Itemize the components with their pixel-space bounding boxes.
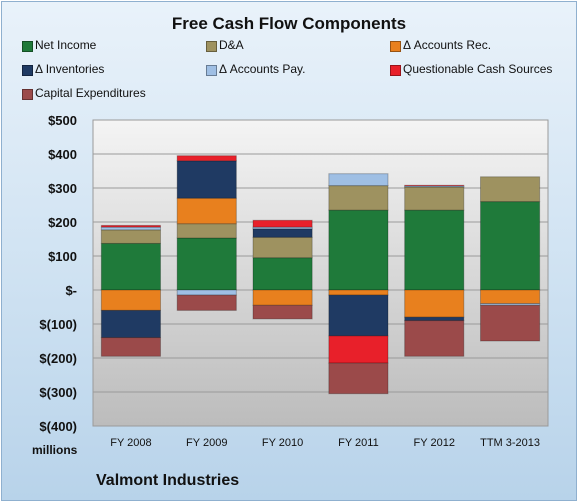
- bar-segment: [100, 289, 161, 311]
- legend-swatch: [22, 41, 33, 52]
- bar-segment: [100, 309, 161, 339]
- bar-segment: [252, 236, 313, 259]
- legend-label: Δ Accounts Pay.: [219, 62, 306, 76]
- legend-label: Questionable Cash Sources: [403, 62, 553, 76]
- y-tick-label: $200: [48, 215, 77, 230]
- bar-segment: [328, 173, 389, 187]
- legend-label: Capital Expenditures: [35, 86, 146, 100]
- legend-swatch: [390, 41, 401, 52]
- x-tick-label: FY 2010: [262, 437, 303, 449]
- y-tick-label: $(200): [39, 351, 77, 366]
- bar-segment: [100, 229, 161, 244]
- legend-label: D&A: [219, 38, 244, 52]
- x-axis-labels: FY 2008 FY 2009 FY 2010 FY 2011 FY 2012 TTM 3…: [110, 437, 540, 449]
- bar-segment: [328, 294, 389, 337]
- y-tick-label: $500: [48, 113, 77, 128]
- x-tick-label: TTM 3-2013: [480, 437, 540, 449]
- bar-segment: [480, 304, 541, 342]
- y-tick-label: $400: [48, 147, 77, 162]
- plot-area: [92, 119, 549, 427]
- bar-segment: [480, 201, 541, 291]
- bar-segment: [252, 219, 313, 228]
- x-tick-label: FY 2008: [110, 437, 151, 449]
- bar-segment: [404, 209, 465, 291]
- bar-segment: [404, 185, 465, 188]
- bar-segment: [100, 337, 161, 357]
- company-name: Valmont Industries: [96, 472, 240, 489]
- legend-swatch: [206, 65, 217, 76]
- bar-segment: [404, 289, 465, 318]
- bar-stacks: [100, 155, 541, 395]
- bar-segment: [404, 320, 465, 357]
- bar-segment: [252, 228, 313, 238]
- legend-swatch: [206, 41, 217, 52]
- bar-segment: [328, 185, 389, 211]
- y-tick-label: $300: [48, 181, 77, 196]
- x-tick-label: FY 2011: [338, 437, 379, 449]
- bar-segment: [480, 289, 541, 305]
- bar-segment: [480, 176, 541, 203]
- bar-segment: [176, 294, 237, 311]
- bar-segment: [328, 335, 389, 364]
- bar-segment: [176, 155, 237, 162]
- y-tick-label: $(300): [39, 385, 77, 400]
- gridlines: [93, 119, 548, 427]
- legend-swatch: [390, 65, 401, 76]
- chart-title: Free Cash Flow Components: [171, 14, 407, 33]
- bar-segment: [328, 209, 389, 291]
- bar-segment: [100, 226, 161, 231]
- legend-label: Net Income: [35, 38, 97, 52]
- bar-segment: [176, 223, 237, 239]
- x-tick-label: FY 2012: [414, 437, 455, 449]
- y-axis-labels: $500 $400 $300 $200 $100 $- $(100) $(200) $(300)…: [39, 113, 77, 434]
- bar-segment: [404, 184, 465, 187]
- bar-segment: [252, 289, 313, 306]
- bar-segment: [176, 289, 237, 296]
- bar-segment: [176, 160, 237, 199]
- units-label: millions: [32, 443, 78, 457]
- bar-segment: [176, 197, 237, 225]
- legend-swatch: [22, 89, 33, 100]
- bar-segment: [100, 224, 161, 228]
- bar-segment: [404, 316, 465, 322]
- y-tick-label: $100: [48, 249, 77, 264]
- bar-segment: [328, 362, 389, 395]
- legend-label: Δ Accounts Rec.: [403, 38, 492, 52]
- y-tick-label: $(400): [39, 419, 77, 434]
- bar-segment: [252, 257, 313, 291]
- bar-segment: [100, 242, 161, 291]
- bar-segment: [252, 304, 313, 320]
- y-tick-label: $(100): [39, 317, 77, 332]
- bar-segment: [328, 289, 389, 296]
- x-tick-label: FY 2009: [186, 437, 227, 449]
- bar-segment: [176, 237, 237, 291]
- bar-segment: [404, 186, 465, 211]
- legend-label: Δ Inventories: [35, 62, 105, 76]
- legend-swatch: [22, 65, 33, 76]
- y-tick-label: $-: [65, 283, 77, 298]
